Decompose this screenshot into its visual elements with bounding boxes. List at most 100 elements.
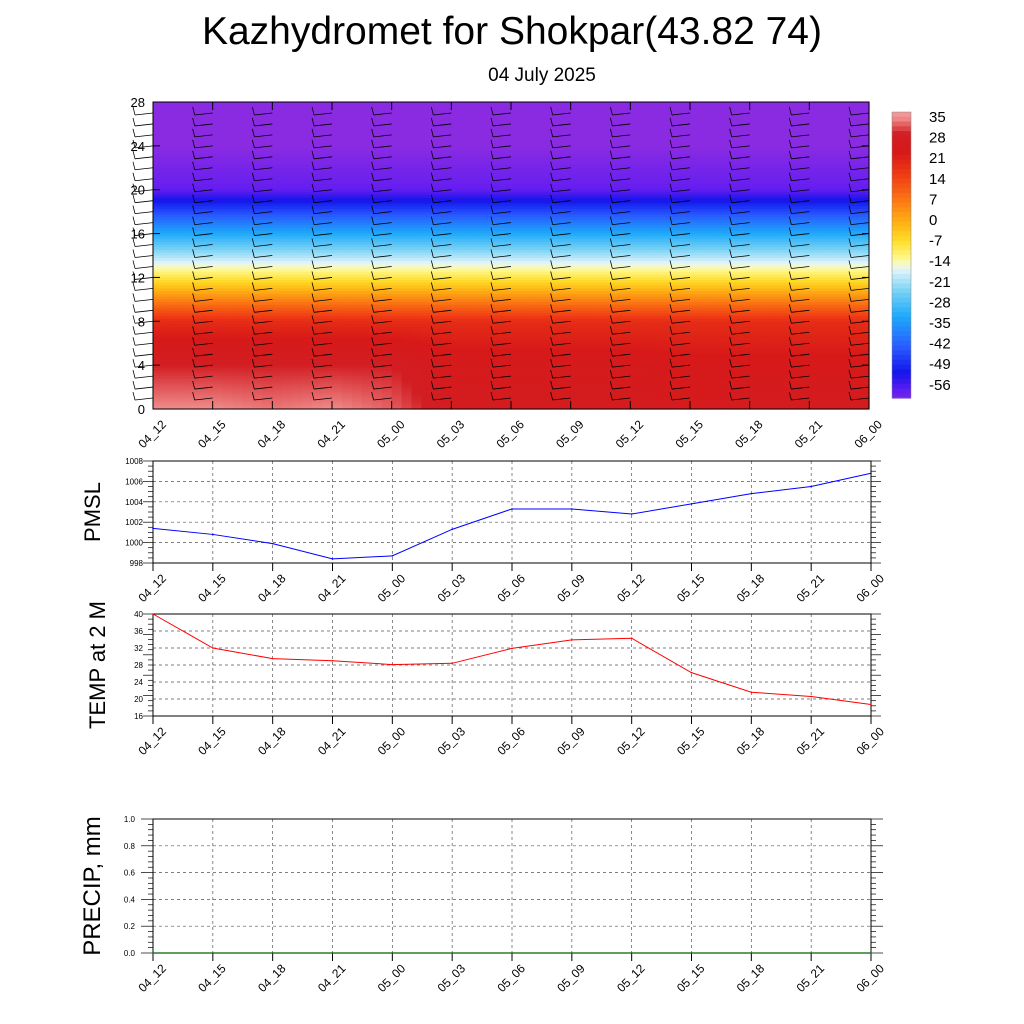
- heatmap-cell: [699, 167, 711, 172]
- heatmap-cell: [540, 148, 552, 152]
- heatmap-cell: [451, 280, 462, 284]
- heatmap-cell: [222, 250, 234, 254]
- heatmap-cell: [511, 195, 522, 199]
- heatmap-cell: [739, 214, 751, 218]
- heatmap-cell: [232, 143, 244, 147]
- heatmap-cell: [809, 230, 820, 235]
- heatmap-cell: [650, 118, 661, 122]
- heatmap-cell: [322, 162, 333, 166]
- heatmap-cell: [630, 255, 641, 259]
- heatmap-cell: [660, 282, 671, 287]
- heatmap-cell: [819, 282, 830, 287]
- heatmap-cell: [709, 121, 721, 125]
- heatmap-cell: [819, 271, 830, 276]
- heatmap-cell: [739, 203, 751, 207]
- heatmap-cell: [421, 233, 433, 237]
- heatmap-cell: [501, 186, 512, 191]
- heatmap-cell: [690, 228, 701, 232]
- heatmap-cell: [252, 236, 263, 240]
- heatmap-cell: [729, 269, 741, 273]
- heatmap-cell: [441, 269, 452, 273]
- heatmap-cell: [520, 282, 532, 287]
- heatmap-cell: [570, 162, 582, 166]
- heatmap-cell: [789, 208, 800, 213]
- heatmap-cell: [153, 112, 164, 117]
- heatmap-cell: [302, 112, 313, 117]
- heatmap-cell: [690, 195, 701, 199]
- heatmap-cell: [332, 137, 343, 141]
- heatmap-cell: [252, 263, 263, 268]
- heatmap-cell: [172, 236, 184, 240]
- heatmap-cell: [272, 236, 283, 240]
- heatmap-cell: [829, 121, 840, 125]
- heatmap-cell: [212, 280, 224, 284]
- heatmap-cell: [630, 228, 641, 232]
- heatmap-cell: [859, 192, 870, 196]
- heatmap-cell: [312, 206, 323, 210]
- heatmap-cell: [520, 192, 532, 196]
- heatmap-cell: [590, 274, 602, 279]
- heatmap-cell: [212, 195, 224, 199]
- heatmap-cell: [292, 250, 303, 254]
- heatmap-cell: [481, 233, 492, 237]
- heatmap-cell: [153, 176, 164, 180]
- heatmap-cell: [799, 145, 810, 150]
- heatmap-cell: [719, 154, 731, 158]
- heatmap-cell: [739, 192, 751, 196]
- heatmap-cell: [680, 104, 691, 109]
- heatmap-cell: [153, 219, 164, 224]
- heatmap-cell: [282, 228, 293, 232]
- heatmap-cell: [849, 252, 860, 257]
- heatmap-cell: [302, 247, 313, 251]
- heatmap-cell: [829, 282, 840, 287]
- heatmap-cell: [182, 211, 194, 215]
- heatmap-cell: [859, 277, 870, 281]
- heatmap-cell: [202, 247, 214, 251]
- heatmap-cell: [461, 145, 472, 150]
- heatmap-cell: [620, 132, 631, 136]
- heatmap-cell: [610, 263, 621, 268]
- heatmap-cell: [222, 145, 234, 150]
- heatmap-cell: [610, 195, 621, 199]
- heatmap-cell: [690, 263, 701, 268]
- heatmap-cell: [779, 197, 791, 202]
- heatmap-cell: [172, 126, 184, 131]
- heatmap-cell: [560, 206, 572, 210]
- heatmap-cell: [401, 132, 413, 136]
- heatmap-cell: [302, 121, 313, 125]
- heatmap-cell: [282, 159, 293, 163]
- heatmap-cell: [232, 189, 244, 194]
- heatmap-cell: [411, 112, 423, 117]
- heatmap-cell: [769, 217, 781, 221]
- heatmap-cell: [212, 186, 224, 191]
- heatmap-cell: [421, 140, 433, 144]
- heatmap-cell: [590, 252, 602, 257]
- heatmap-cell: [779, 173, 791, 177]
- heatmap-cell: [411, 165, 423, 169]
- heatmap-cell: [262, 233, 273, 237]
- heatmap-cell: [620, 200, 631, 205]
- heatmap-cell: [421, 178, 433, 183]
- heatmap-cell: [560, 252, 572, 257]
- heatmap-cell: [610, 148, 621, 152]
- heatmap-cell: [282, 230, 293, 235]
- heatmap-cell: [540, 104, 552, 109]
- heatmap-cell: [749, 107, 761, 111]
- heatmap-cell: [312, 170, 323, 174]
- heatmap-cell: [550, 107, 562, 111]
- heatmap-cell: [859, 208, 870, 213]
- heatmap-cell: [799, 165, 810, 169]
- heatmap-cell: [670, 282, 681, 287]
- heatmap-cell: [570, 236, 582, 240]
- heatmap-cell: [769, 178, 781, 183]
- heatmap-cell: [202, 132, 214, 136]
- heatmap-cell: [302, 280, 313, 284]
- heatmap-cell: [282, 252, 293, 257]
- heatmap-cell: [550, 162, 562, 166]
- heatmap-cell: [590, 143, 602, 147]
- heatmap-cell: [839, 241, 850, 246]
- heatmap-cell: [361, 239, 373, 243]
- heatmap-cell: [312, 197, 323, 202]
- heatmap-cell: [839, 285, 850, 289]
- heatmap-cell: [699, 280, 711, 284]
